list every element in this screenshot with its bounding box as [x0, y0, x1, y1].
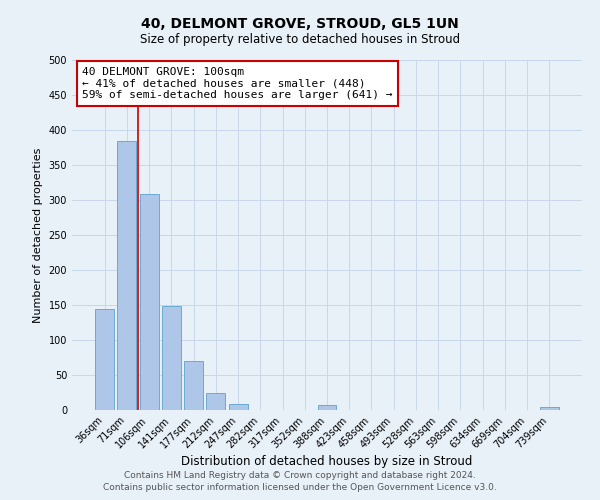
- Text: 40 DELMONT GROVE: 100sqm
← 41% of detached houses are smaller (448)
59% of semi-: 40 DELMONT GROVE: 100sqm ← 41% of detach…: [82, 67, 392, 100]
- Y-axis label: Number of detached properties: Number of detached properties: [33, 148, 43, 322]
- Text: 40, DELMONT GROVE, STROUD, GL5 1UN: 40, DELMONT GROVE, STROUD, GL5 1UN: [141, 18, 459, 32]
- Bar: [118, 141, 136, 410]
- Bar: [162, 306, 181, 410]
- Bar: [229, 404, 248, 410]
- Text: Contains HM Land Registry data © Crown copyright and database right 2024.: Contains HM Land Registry data © Crown c…: [124, 471, 476, 480]
- Bar: [540, 407, 559, 410]
- Bar: [317, 405, 337, 410]
- Bar: [140, 194, 158, 410]
- Bar: [206, 393, 225, 410]
- Text: Size of property relative to detached houses in Stroud: Size of property relative to detached ho…: [140, 32, 460, 46]
- Bar: [184, 361, 203, 410]
- Bar: [95, 309, 114, 410]
- Text: Contains public sector information licensed under the Open Government Licence v3: Contains public sector information licen…: [103, 484, 497, 492]
- X-axis label: Distribution of detached houses by size in Stroud: Distribution of detached houses by size …: [181, 456, 473, 468]
